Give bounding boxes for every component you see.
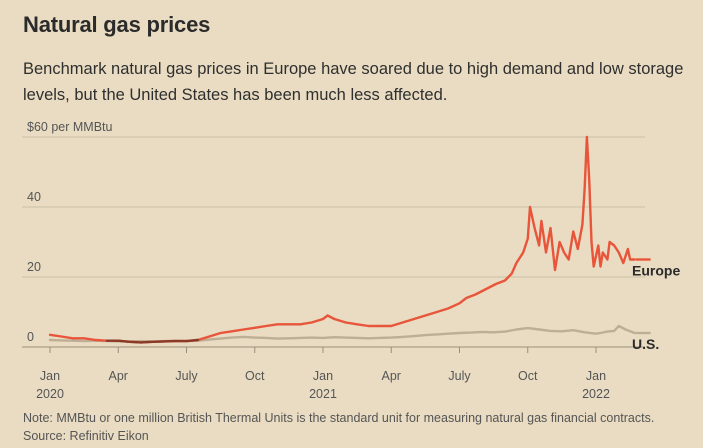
x-tick-year-label: 2021 [309, 387, 337, 401]
x-tick-year-label: 2020 [36, 387, 64, 401]
x-tick-year-label: 2022 [582, 387, 610, 401]
x-tick-label: Jan [40, 369, 60, 383]
y-tick-label: 40 [27, 190, 41, 204]
chart-subtitle: Benchmark natural gas prices in Europe h… [23, 60, 684, 104]
overlap-segment [105, 338, 200, 344]
x-tick-label: Apr [109, 369, 128, 383]
label-layer: Europe U.S. [632, 258, 680, 352]
grid-layer: 0 20 40 $60 per MMBtu Jan 2020 Apr July Oct Jan 20… [22, 120, 645, 401]
y-tick-label: 0 [27, 330, 34, 344]
y-tick-label: $60 per MMBtu [27, 120, 113, 134]
footnote-note: Note: MMBtu or one million British Therm… [23, 411, 655, 425]
us-series-label: U.S. [632, 336, 659, 352]
footnote: Note: MMBtu or one million British Therm… [23, 409, 654, 445]
x-tick-label: Jan [586, 369, 606, 383]
y-tick-label: 20 [27, 260, 41, 274]
us-series-line [48, 324, 636, 343]
chart-title: Natural gas prices [23, 12, 211, 37]
x-tick-label: Oct [245, 369, 265, 383]
europe-series-label: Europe [632, 263, 680, 279]
x-tick-label: July [448, 369, 471, 383]
x-tick-label: Apr [382, 369, 401, 383]
footnote-source: Source: Refinitiv Eikon [23, 429, 149, 443]
x-tick-label: July [175, 369, 198, 383]
series-layer [48, 135, 636, 344]
x-tick-label: Oct [518, 369, 538, 383]
europe-series-line [48, 135, 636, 344]
x-tick-label: Jan [313, 369, 333, 383]
